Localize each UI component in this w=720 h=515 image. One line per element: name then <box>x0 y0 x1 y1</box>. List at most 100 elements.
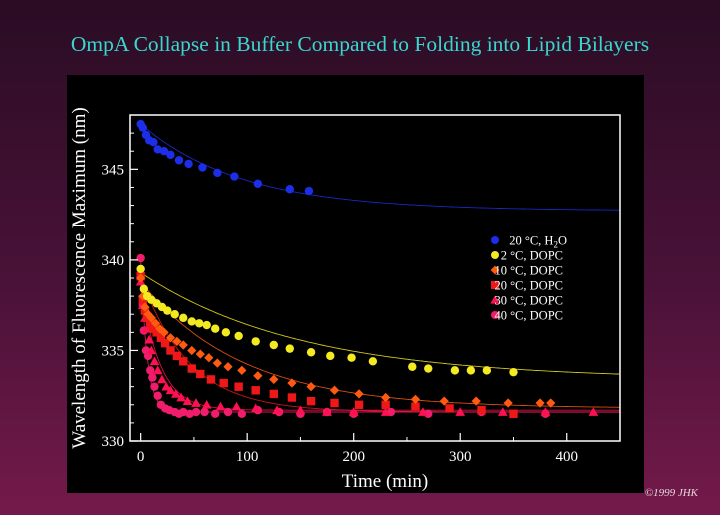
x-tick-label: 100 <box>236 449 259 465</box>
data-point <box>187 364 196 373</box>
data-point <box>146 319 155 328</box>
data-point <box>230 172 239 181</box>
data-point <box>148 373 157 382</box>
data-point <box>381 392 391 403</box>
data-point <box>172 351 182 361</box>
data-point <box>159 327 169 337</box>
data-point <box>439 396 449 406</box>
data-point <box>187 317 196 326</box>
data-point <box>153 145 162 154</box>
data-point <box>184 159 193 169</box>
data-point <box>223 362 233 372</box>
data-point <box>161 381 172 391</box>
data-point <box>136 253 145 263</box>
data-point <box>149 356 160 366</box>
y-tick-label: 340 <box>102 253 125 269</box>
data-point <box>503 398 513 408</box>
data-point <box>304 186 314 196</box>
y-axis-label: Wavelength of Fluorescence Maximum (nm) <box>69 107 90 448</box>
data-point <box>143 309 153 319</box>
data-point <box>213 168 222 178</box>
data-point <box>166 150 175 160</box>
data-point <box>295 405 306 415</box>
data-point <box>535 398 545 408</box>
data-point <box>172 336 182 347</box>
x-tick-label: 400 <box>555 449 578 465</box>
data-point <box>136 273 146 283</box>
data-point <box>196 369 205 379</box>
data-point <box>146 345 157 355</box>
data-point <box>144 334 155 344</box>
data-point <box>540 407 551 416</box>
data-point <box>156 333 166 342</box>
data-point <box>546 398 556 408</box>
data-point <box>153 391 162 400</box>
data-point <box>234 382 243 391</box>
data-point <box>185 409 194 419</box>
x-tick-label: 0 <box>137 449 145 465</box>
fit-curve <box>140 272 621 375</box>
fit-curve <box>140 123 620 211</box>
x-axis-label: Time (min) <box>342 471 428 492</box>
data-point <box>354 400 364 409</box>
legend-marker <box>490 265 500 275</box>
data-point <box>329 385 340 395</box>
data-point <box>411 402 420 411</box>
data-point <box>354 389 364 399</box>
data-point <box>211 324 220 333</box>
y-tick-label: 345 <box>102 162 125 178</box>
data-point <box>206 375 216 384</box>
data-point <box>509 367 518 377</box>
data-point <box>223 407 233 417</box>
data-point <box>198 163 207 172</box>
data-point <box>178 340 188 350</box>
data-point <box>253 179 263 189</box>
data-point <box>326 351 335 361</box>
data-point <box>140 302 150 312</box>
data-point <box>170 389 181 398</box>
legend-marker <box>490 295 500 304</box>
data-point <box>202 320 211 330</box>
data-point <box>215 401 226 411</box>
data-point <box>380 407 391 416</box>
data-point <box>159 147 169 156</box>
data-point <box>509 409 518 419</box>
data-point <box>234 331 243 341</box>
legend-label: 10 °C, DOPC <box>494 264 563 278</box>
data-point <box>211 409 220 419</box>
legend-label: 40 °C, DOPC <box>494 309 563 323</box>
data-point <box>250 403 261 413</box>
y-tick-label: 330 <box>102 434 125 450</box>
data-point <box>160 339 170 348</box>
data-point <box>482 366 492 375</box>
axis-ticks: 0 100 200 300 400 330 335 340 345 <box>102 132 578 465</box>
data-point <box>348 407 359 416</box>
data-point <box>191 398 201 407</box>
data-point <box>272 405 282 415</box>
data-point <box>251 386 260 395</box>
legend-marker <box>491 251 499 259</box>
data-point <box>150 318 161 328</box>
data-point <box>285 185 294 194</box>
data-point <box>466 366 476 375</box>
data-point <box>285 344 294 353</box>
data-point <box>269 340 279 350</box>
data-point <box>170 310 179 319</box>
x-tick-label: 300 <box>449 449 472 465</box>
data-point <box>191 407 201 417</box>
data-point <box>166 346 175 355</box>
data-point <box>176 392 186 402</box>
data-point <box>139 284 149 294</box>
data-point <box>287 393 297 402</box>
data-point <box>165 333 176 343</box>
legend-marker <box>491 311 499 319</box>
data-point <box>408 362 417 371</box>
data-point <box>200 407 209 417</box>
x-tick-label: 200 <box>342 449 365 465</box>
data-point <box>445 404 454 413</box>
fit-curve <box>140 259 620 413</box>
data-point <box>450 366 460 375</box>
data-point <box>204 353 214 363</box>
legend-label: 20 °C, DOPC <box>494 279 563 293</box>
data-point <box>179 357 188 366</box>
